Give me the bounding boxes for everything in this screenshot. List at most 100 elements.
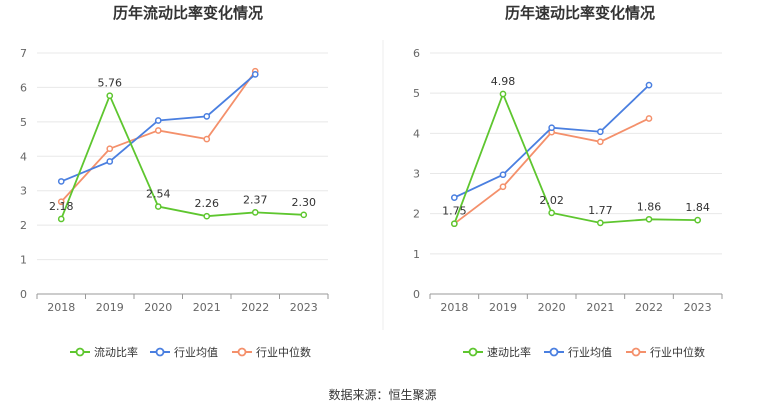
chart-title: 历年流动比率变化情况	[113, 4, 263, 22]
data-label: 5.76	[98, 77, 123, 90]
data-point	[596, 128, 604, 136]
data-point	[251, 209, 259, 216]
x-tick-label: 2020	[538, 301, 566, 314]
data-label: 2.30	[292, 196, 317, 209]
data-point	[203, 212, 211, 220]
legend-swatch-marker	[549, 347, 559, 357]
data-point	[300, 211, 308, 219]
y-tick-label: 6	[20, 81, 27, 94]
data-point	[596, 219, 604, 227]
data-label: 1.77	[588, 204, 613, 217]
data-point	[106, 92, 114, 100]
series-3	[57, 67, 259, 206]
y-tick-label: 2	[413, 208, 420, 221]
legend-label: 行业均值	[568, 346, 612, 359]
x-tick-label: 2021	[586, 301, 614, 314]
data-label: 1.75	[442, 205, 467, 218]
x-tick-label: 2019	[489, 301, 517, 314]
x-tick-label: 2023	[684, 301, 712, 314]
y-tick-label: 0	[413, 288, 420, 301]
chart-2: 历年速动比率变化情况 0 1 2 3 4 5 6 2018 2019 2020 2021 2022 202…	[413, 4, 723, 359]
y-tick-label: 4	[413, 127, 420, 140]
series-3	[450, 115, 653, 228]
data-point	[548, 124, 556, 132]
x-tick-label: 2018	[47, 301, 75, 314]
series-line	[60, 70, 256, 203]
chart-title: 历年速动比率变化情况	[505, 4, 655, 22]
legend-label: 速动比率	[487, 345, 531, 359]
data-point	[57, 178, 65, 185]
series-line	[453, 84, 650, 199]
data-point	[450, 220, 458, 228]
series-2	[57, 70, 259, 185]
x-tick-label: 2019	[96, 301, 124, 314]
data-point	[499, 90, 507, 98]
data-point	[154, 203, 162, 210]
series-1	[57, 92, 308, 223]
data-point	[106, 145, 114, 153]
data-point	[645, 115, 653, 122]
legend-item: 行业均值	[150, 346, 218, 359]
data-point	[645, 215, 653, 223]
data-label: 2.02	[539, 194, 564, 207]
data-point	[251, 70, 259, 78]
data-point	[499, 171, 507, 179]
series-line	[60, 93, 304, 220]
data-label: 1.86	[637, 200, 662, 213]
data-label: 1.84	[685, 201, 710, 214]
data-point	[645, 81, 653, 89]
data-point	[596, 138, 604, 146]
legend-label: 流动比率	[94, 345, 138, 359]
data-label: 2.18	[49, 200, 74, 213]
legend-item: 行业均值	[544, 346, 612, 359]
x-tick-label: 2018	[440, 301, 468, 314]
data-label: 2.26	[195, 197, 220, 210]
legend-swatch-marker	[155, 347, 165, 357]
y-tick-label: 4	[20, 150, 27, 163]
y-tick-label: 5	[413, 87, 420, 100]
data-source: 数据来源：恒生聚源	[328, 388, 437, 402]
data-point	[499, 183, 507, 191]
y-tick-label: 2	[20, 219, 27, 232]
legend-item: 流动比率	[70, 345, 138, 359]
x-tick-label: 2021	[193, 301, 221, 314]
data-point	[154, 127, 162, 134]
data-point	[57, 215, 65, 223]
data-point	[694, 216, 702, 224]
data-point	[548, 209, 556, 217]
y-tick-label: 0	[20, 288, 27, 301]
chart-1: 历年流动比率变化情况 0 1 2 3 4 5 6 7 2018 2019 2020 2021 2022 20…	[20, 4, 329, 359]
y-tick-label: 6	[413, 47, 420, 60]
data-point	[203, 135, 211, 143]
series-2	[450, 81, 653, 201]
legend-label: 行业中位数	[256, 345, 311, 359]
x-tick-label: 2020	[144, 301, 172, 314]
y-tick-label: 1	[413, 248, 420, 261]
y-tick-label: 7	[20, 47, 27, 60]
series-line	[453, 91, 698, 225]
legend-swatch-marker	[237, 347, 247, 357]
legend-item: 行业中位数	[626, 345, 705, 359]
legend-item: 行业中位数	[232, 345, 311, 359]
data-point	[57, 198, 65, 206]
series-1	[450, 90, 702, 228]
data-point	[154, 117, 162, 124]
y-tick-label: 5	[20, 116, 27, 129]
y-tick-label: 3	[413, 168, 420, 181]
data-label: 4.98	[491, 75, 516, 88]
x-tick-label: 2022	[241, 301, 269, 314]
data-point	[106, 158, 114, 165]
legend-label: 行业均值	[174, 346, 218, 359]
data-point	[450, 194, 458, 201]
legend-swatch-marker	[75, 347, 85, 357]
x-tick-label: 2023	[290, 301, 318, 314]
legend-label: 行业中位数	[650, 345, 705, 359]
x-tick-label: 2022	[635, 301, 663, 314]
legend-swatch-marker	[631, 347, 641, 357]
data-label: 2.54	[146, 188, 171, 201]
data-point	[203, 112, 211, 120]
data-label: 2.37	[243, 193, 268, 206]
legend-item: 速动比率	[463, 345, 531, 359]
y-tick-label: 3	[20, 185, 27, 198]
